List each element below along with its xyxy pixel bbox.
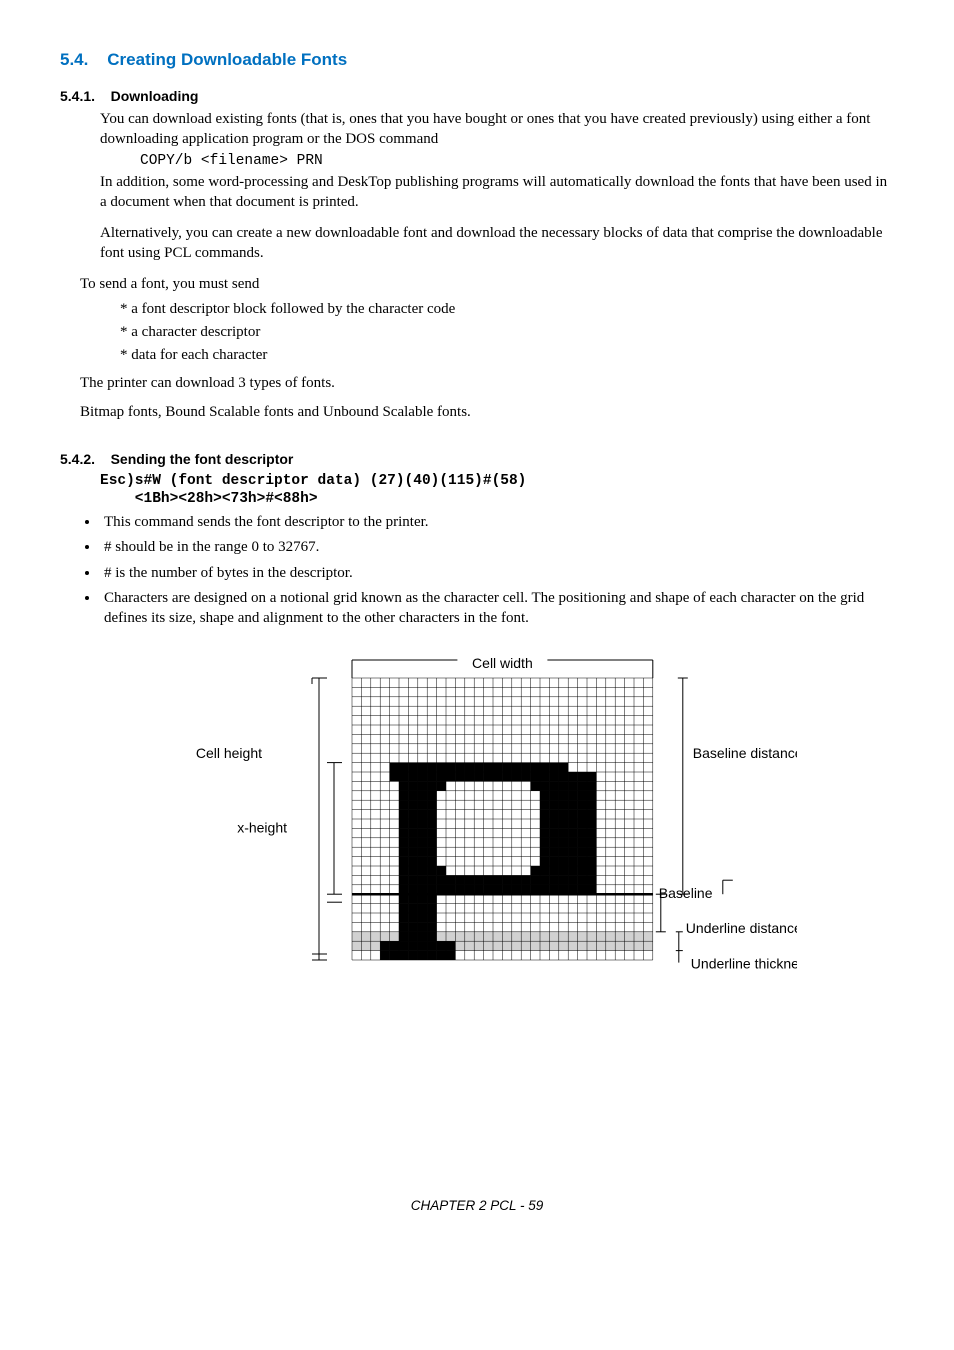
- sub1-star2: * a character descriptor: [120, 324, 894, 341]
- sub2-bullet-1: This command sends the font descriptor t…: [100, 513, 894, 533]
- svg-text:Underline thickness: Underline thickness: [691, 956, 797, 972]
- sub1-title: Downloading: [111, 88, 199, 104]
- sub1-star1: * a font descriptor block followed by th…: [120, 301, 894, 318]
- subsection-1-heading: 5.4.1. Downloading: [60, 88, 894, 104]
- sub1-star3: * data for each character: [120, 347, 894, 364]
- sub1-number: 5.4.1.: [60, 88, 95, 104]
- sub2-bullet-list: This command sends the font descriptor t…: [78, 513, 894, 629]
- svg-text:x-height: x-height: [237, 819, 287, 835]
- section-heading: 5.4. Creating Downloadable Fonts: [60, 50, 894, 70]
- sub2-bullet-2: # should be in the range 0 to 32767.: [100, 538, 894, 558]
- page-footer: CHAPTER 2 PCL - 59: [60, 1198, 894, 1213]
- sub2-bullet-3: # is the number of bytes in the descript…: [100, 564, 894, 584]
- sub2-code-line1: Esc)s#W (font descriptor data) (27)(40)(…: [100, 473, 894, 489]
- sub1-p1: You can download existing fonts (that is…: [100, 110, 894, 149]
- sub1-p6: Bitmap fonts, Bound Scalable fonts and U…: [80, 403, 894, 423]
- section-title: Creating Downloadable Fonts: [107, 50, 347, 69]
- svg-text:Baseline: Baseline: [659, 885, 713, 901]
- sub1-code1: COPY/b <filename> PRN: [140, 153, 894, 169]
- sub2-number: 5.4.2.: [60, 451, 95, 467]
- sub2-code-line2: <1Bh><28h><73h>#<88h>: [100, 491, 894, 507]
- sub1-p2: In addition, some word-processing and De…: [100, 173, 894, 212]
- section-number: 5.4.: [60, 50, 88, 69]
- svg-text:Cell width: Cell width: [472, 655, 533, 671]
- subsection-2-heading: 5.4.2. Sending the font descriptor: [60, 451, 894, 467]
- svg-text:Baseline distance: Baseline distance: [693, 745, 797, 761]
- sub1-p5: The printer can download 3 types of font…: [80, 374, 894, 394]
- sub2-title: Sending the font descriptor: [111, 451, 294, 467]
- character-cell-diagram: Cell width Cell height x-height Baseline di…: [60, 648, 894, 1078]
- sub2-bullet-4: Characters are designed on a notional gr…: [100, 589, 894, 628]
- sub1-p3: Alternatively, you can create a new down…: [100, 224, 894, 263]
- svg-text:Cell height: Cell height: [196, 745, 262, 761]
- character-cell-svg: Cell width Cell height x-height Baseline di…: [157, 648, 797, 1078]
- sub1-p4: To send a font, you must send: [80, 275, 894, 295]
- svg-text:Underline distance: Underline distance: [686, 920, 797, 936]
